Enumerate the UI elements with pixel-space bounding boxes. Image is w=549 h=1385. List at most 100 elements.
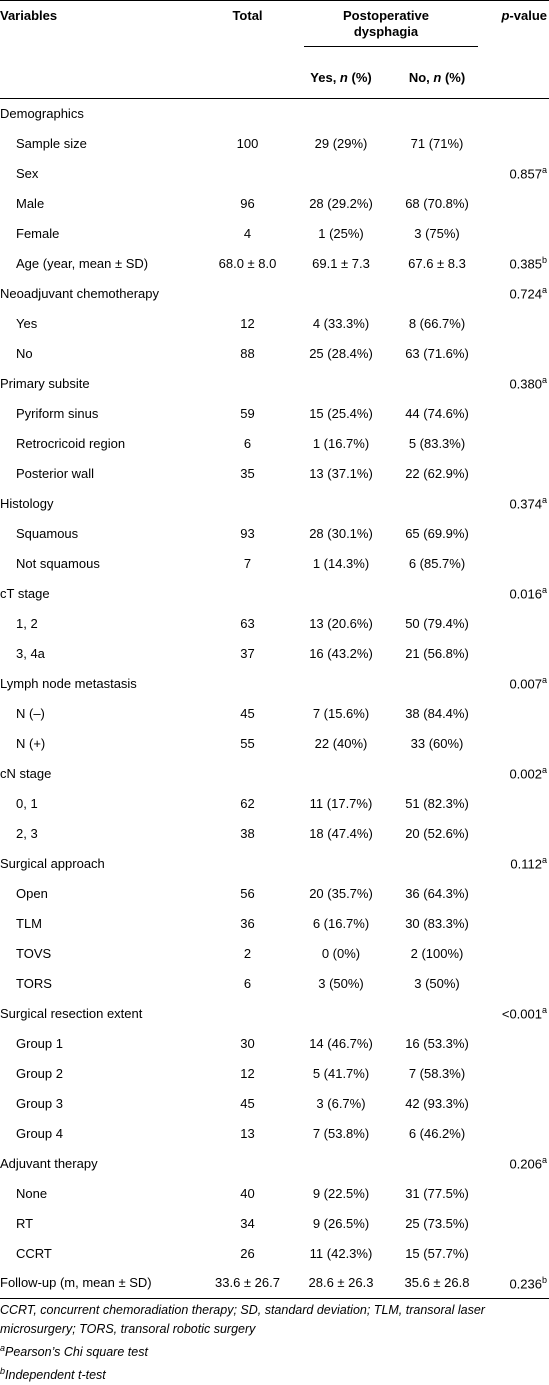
italic: p [501,8,510,23]
cell [290,488,392,518]
cell: 88 [240,345,255,361]
p-value-cell [482,638,549,668]
table-row: None 40 9 (22.5%) 31 (77.5%) [0,1178,549,1208]
p-value-cell [482,548,549,578]
table-row: Group 4 13 7 (53.8%) 6 (46.2%) [0,1118,549,1148]
cell: 7 [243,555,252,571]
table-row: Demographics [0,98,549,128]
table-row: Sample size 100 29 (29%) 71 (71%) [0,128,549,158]
cell: 42 (93.3%) [405,1095,469,1111]
cell: 63 (71.6%) [405,345,469,361]
cell: 3 (75%) [414,225,460,241]
cell [205,98,290,128]
italic: n [433,70,442,85]
p-value-cell [482,1118,549,1148]
p-value-cell [482,1058,549,1088]
cell: 28 (30.1%) [309,525,373,541]
p-mark: a [541,1004,547,1015]
p-value-cell [482,188,549,218]
table-row: Surgical resection extent <0.001a [0,998,549,1028]
cell: 2 (100%) [410,945,464,961]
p-value: 0.374 [509,496,542,512]
table-row: cT stage 0.016a [0,578,549,608]
p-value: 0.857 [509,166,542,182]
p-value-cell [482,878,549,908]
p-value-cell [482,218,549,248]
cell: 59 [240,405,255,421]
cell: 11 (42.3%) [309,1245,373,1261]
row-label: cT stage [0,585,50,601]
header-cell: p-value [482,1,549,58]
table: Variables Total Postoperative dysphagia … [0,0,549,1298]
cell: 96 [240,195,255,211]
p-value-cell [482,518,549,548]
cell: 38 (84.4%) [405,705,469,721]
row-label: Female [16,225,60,241]
cell [205,488,290,518]
cell: 7 (58.3%) [408,1065,466,1081]
cell [290,578,392,608]
p-value-cell [482,698,549,728]
p-value-cell [482,818,549,848]
p-value-cell: <0.001a [482,998,549,1028]
row-label: Lymph node metastasis [0,675,137,691]
table-row: RT 34 9 (26.5%) 25 (73.5%) [0,1208,549,1238]
cell: 65 (69.9%) [405,525,469,541]
text: (%) [347,70,372,85]
cell: 15 (25.4%) [309,405,373,421]
row-label: TORS [16,975,52,991]
p-value: 0.016 [509,586,542,602]
cell: 5 (41.7%) [312,1065,370,1081]
row-label: Not squamous [16,555,100,571]
p-value: 0.236 [509,1275,542,1291]
row-label: Sex [16,165,39,181]
cell: 29 (29%) [314,135,368,151]
row-label: N (+) [16,735,46,751]
row-label: N (–) [16,705,45,721]
table-header: Variables Total Postoperative dysphagia … [0,0,549,98]
footnote: bIndependent t-test [0,1362,549,1385]
p-value-cell: 0.374a [482,488,549,518]
p-mark: b [541,1274,547,1285]
cell: 35.6 ± 26.8 [404,1275,470,1291]
p-value-cell [482,1088,549,1118]
p-value: 0.206 [509,1156,542,1172]
p-mark: b [541,254,547,265]
cell: 100 [236,135,259,151]
row-label: Pyriform sinus [16,405,99,421]
cell: 16 (53.3%) [405,1035,469,1051]
table-row: TOVS 2 0 (0%) 2 (100%) [0,938,549,968]
cell: 7 (53.8%) [312,1125,370,1141]
p-value-cell: 0.724a [482,278,549,308]
row-label: Open [16,885,48,901]
cell: 56 [240,885,255,901]
cell: 67.6 ± 8.3 [408,255,466,271]
cell: 7 (15.6%) [312,705,370,721]
cell [392,158,482,188]
row-label: Group 1 [16,1035,63,1051]
cell [392,98,482,128]
row-label: 0, 1 [16,795,38,811]
p-value-cell [482,1238,549,1268]
cell: 45 [240,705,255,721]
cell: 71 (71%) [410,135,464,151]
cell [290,1148,392,1178]
p-mark: a [541,584,547,595]
cell: 13 (37.1%) [309,465,373,481]
table-row: Lymph node metastasis 0.007a [0,668,549,698]
row-label: Age (year, mean ± SD) [16,255,149,271]
cell: 3 (50%) [414,975,460,991]
p-value: 0.112 [510,856,542,872]
table-row: CCRT 26 11 (42.3%) 15 (57.7%) [0,1238,549,1268]
p-value-cell: 0.016a [482,578,549,608]
p-value-cell [482,1028,549,1058]
table-row: Squamous 93 28 (30.1%) 65 (69.9%) [0,518,549,548]
footnote-text: Pearson’s Chi square test [5,1344,148,1359]
cell [290,368,392,398]
cell [205,158,290,188]
p-value: 0.724 [509,286,542,302]
p-value-cell [482,1208,549,1238]
table-row: Adjuvant therapy 0.206a [0,1148,549,1178]
p-mark: a [541,494,547,505]
